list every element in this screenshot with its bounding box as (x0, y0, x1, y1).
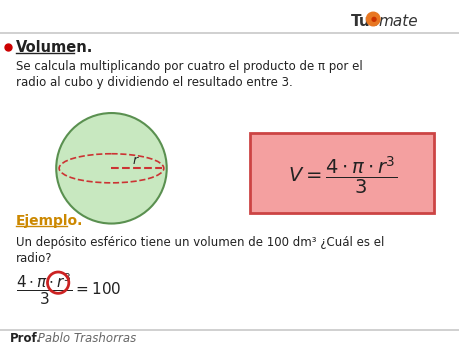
FancyBboxPatch shape (250, 133, 434, 213)
Text: Pablo Trashorras: Pablo Trashorras (34, 332, 136, 345)
Text: radio al cubo y dividiendo el resultado entre 3.: radio al cubo y dividiendo el resultado … (16, 76, 292, 88)
Text: $\dfrac{4 \cdot \pi \cdot r^3}{3} = 100$: $\dfrac{4 \cdot \pi \cdot r^3}{3} = 100$ (16, 272, 121, 307)
Text: Se calcula multiplicando por cuatro el producto de π por el: Se calcula multiplicando por cuatro el p… (16, 60, 362, 73)
Circle shape (56, 113, 167, 224)
Text: Ejemplo.: Ejemplo. (16, 214, 83, 228)
Circle shape (366, 12, 380, 26)
Text: Tut: Tut (351, 15, 378, 29)
Text: ●: ● (370, 16, 376, 22)
Text: Prof.: Prof. (9, 332, 41, 345)
Text: radio?: radio? (16, 252, 52, 265)
Text: $r$: $r$ (132, 154, 140, 167)
Text: Un depósito esférico tiene un volumen de 100 dm³ ¿Cuál es el: Un depósito esférico tiene un volumen de… (16, 236, 384, 250)
Text: Volumen.: Volumen. (16, 40, 93, 55)
Text: $V = \dfrac{4 \cdot \pi \cdot r^3}{3}$: $V = \dfrac{4 \cdot \pi \cdot r^3}{3}$ (288, 154, 397, 196)
Text: mate: mate (378, 15, 418, 29)
